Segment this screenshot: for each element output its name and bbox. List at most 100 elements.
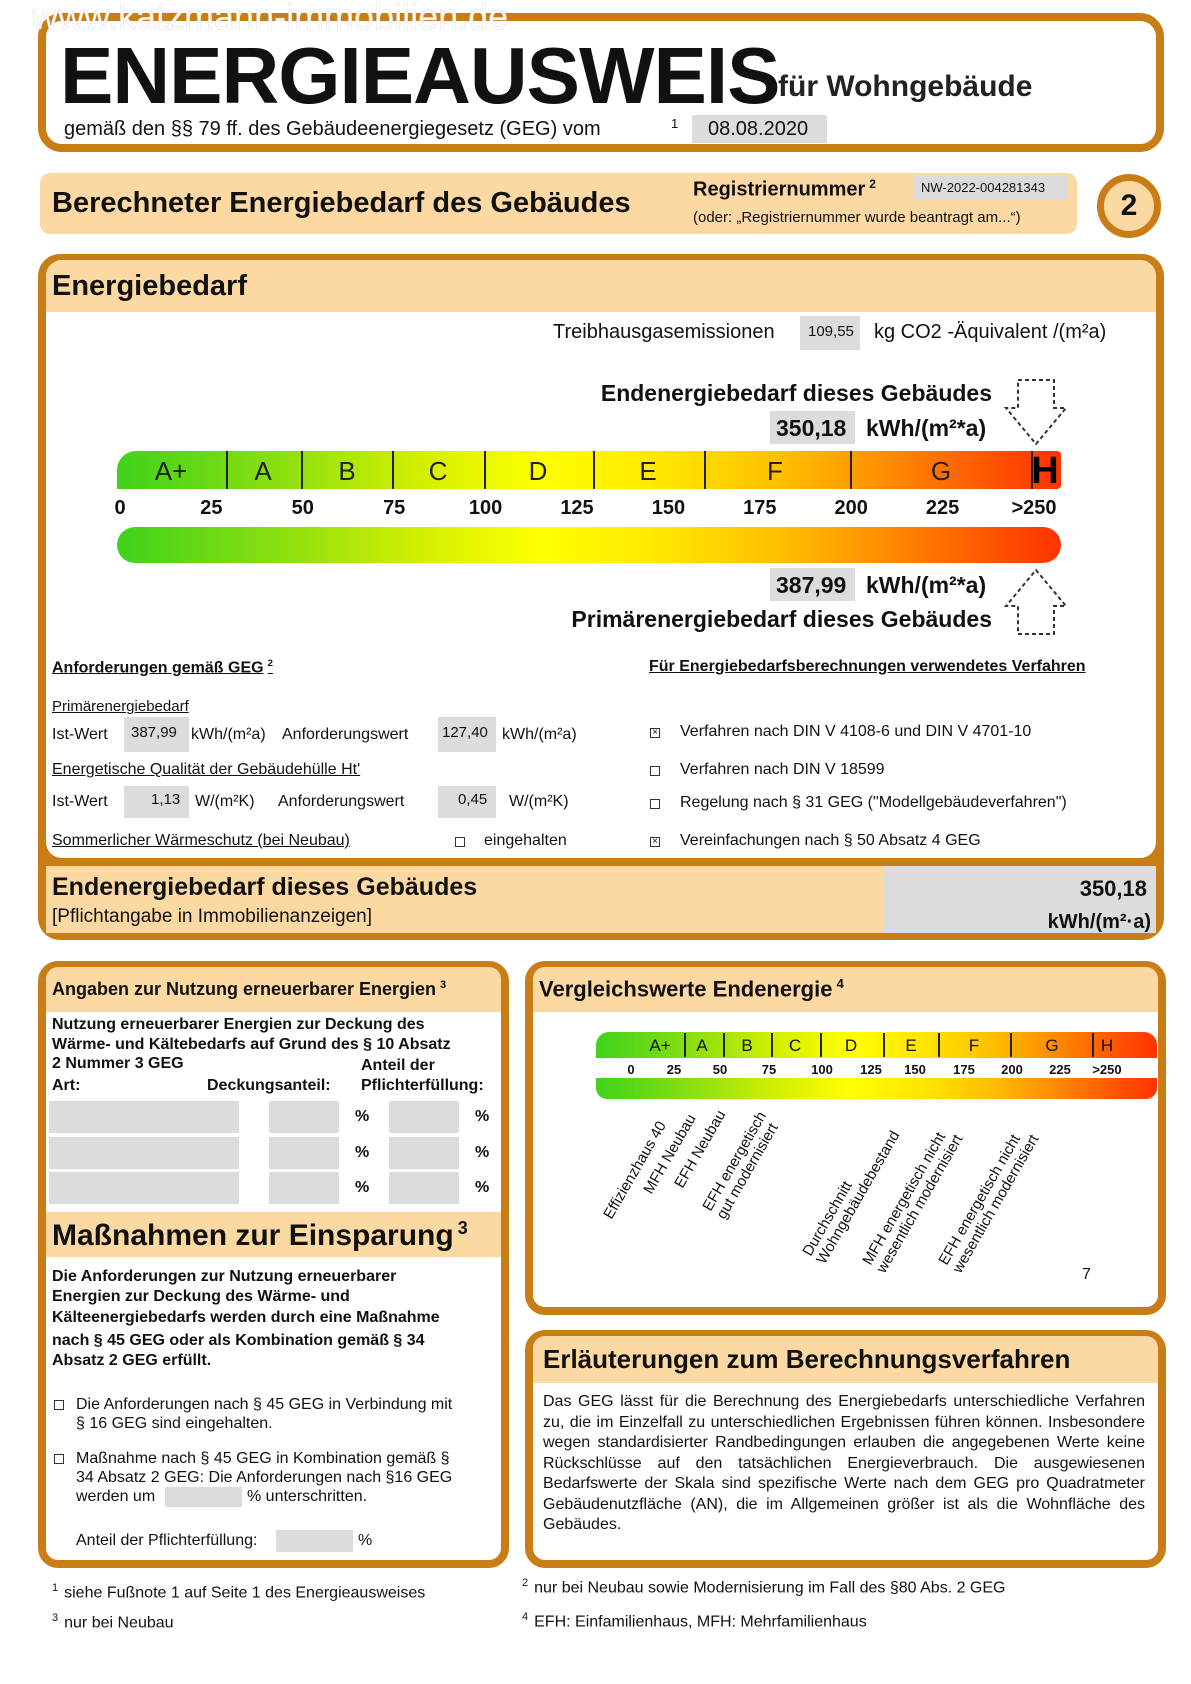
section-title: Berechneter Energiebedarf des Gebäudes bbox=[52, 187, 631, 219]
explanation-title: Erläuterungen zum Berechnungsverfahren bbox=[543, 1344, 1071, 1374]
scale-tick-label: 175 bbox=[743, 497, 777, 519]
hull-ist-field bbox=[124, 786, 189, 818]
renewable-share-field[interactable] bbox=[389, 1137, 459, 1169]
percent-sign: % bbox=[355, 1108, 370, 1125]
law-reference: gemäß den §§ 79 ff. des Gebäudeenergiege… bbox=[64, 118, 601, 140]
renewable-coverage-field[interactable] bbox=[269, 1101, 339, 1133]
measure-option-1-line-1: Die Anforderungen nach § 45 GEG in Verbi… bbox=[76, 1396, 453, 1413]
renewable-share-field[interactable] bbox=[389, 1172, 459, 1204]
summer-protection-checkbox[interactable] bbox=[455, 837, 465, 847]
shortfall-percent-field[interactable] bbox=[165, 1487, 242, 1507]
energy-title: Energiebedarf bbox=[52, 270, 247, 302]
method-label: Vereinfachungen nach § 50 Absatz 4 GEG bbox=[680, 832, 981, 849]
renewable-type-field[interactable] bbox=[49, 1101, 239, 1133]
method-checkbox[interactable]: × bbox=[650, 837, 660, 847]
hull-anf-value: 0,45 bbox=[458, 791, 488, 808]
measure-option-2-line-1: Maßnahme nach § 45 GEG in Kombination ge… bbox=[76, 1450, 450, 1467]
share-field[interactable] bbox=[276, 1530, 353, 1552]
header-frame bbox=[38, 13, 1164, 152]
measure-option-2-line-3b: % unterschritten. bbox=[247, 1488, 368, 1505]
summary-band bbox=[46, 866, 884, 933]
footnote-number: 2 bbox=[522, 1577, 529, 1589]
share-percent: % bbox=[358, 1532, 373, 1549]
scale-tick-label: 25 bbox=[200, 497, 223, 519]
measure-option-2-line-3a: werden um bbox=[76, 1488, 156, 1505]
class-label-A: A bbox=[696, 1036, 708, 1055]
hull-anf-unit: W/(m²K) bbox=[509, 793, 569, 810]
share-label: Anteil der Pflichterfüllung: bbox=[76, 1532, 258, 1549]
renewables-intro-2: Wärme- und Kältebedarfs auf Grund des § … bbox=[52, 1036, 451, 1053]
measures-intro-line: nach § 45 GEG oder als Kombination gemäß… bbox=[52, 1332, 425, 1349]
primary-energy-arrow-icon bbox=[1003, 568, 1069, 635]
registration-note: (oder: „Registriernummer wurde beantragt… bbox=[693, 209, 1021, 226]
final-energy-field bbox=[770, 411, 855, 444]
method-label: Verfahren nach DIN V 4108-6 und DIN V 47… bbox=[680, 723, 1032, 740]
footnote-text: EFH: Einfamilienhaus, MFH: Mehrfamilienh… bbox=[534, 1613, 867, 1631]
class-label-H: H bbox=[1031, 450, 1059, 492]
renewables-title: Angaben zur Nutzung erneuerbarer Energie… bbox=[52, 979, 447, 999]
law-footnote-ref: 1 bbox=[671, 116, 679, 131]
measures-intro-line: Kälteenergiebedarfs werden durch eine Ma… bbox=[52, 1309, 440, 1326]
percent-sign: % bbox=[355, 1179, 370, 1196]
footnote: 4 EFH: Einfamilienhaus, MFH: Mehrfamilien… bbox=[522, 1611, 867, 1631]
document-title: ENERGIEAUSWEIS bbox=[60, 31, 780, 120]
hull-title: Energetische Qualität der Gebäudehülle H… bbox=[52, 761, 361, 778]
col-anteil-1: Anteil der bbox=[361, 1057, 435, 1074]
renewable-coverage-field[interactable] bbox=[269, 1137, 339, 1169]
primary-energy-label: Primärenergiebedarf dieses Gebäudes bbox=[571, 606, 992, 632]
method-checkbox[interactable] bbox=[650, 799, 660, 809]
class-label-G: G bbox=[1045, 1036, 1059, 1055]
class-divider bbox=[301, 451, 303, 489]
footnote: 3 nur bei Neubau bbox=[52, 1612, 174, 1632]
registration-number: NW-2022-004281343 bbox=[921, 180, 1046, 195]
method-checkbox[interactable]: × bbox=[650, 728, 660, 738]
class-divider bbox=[1010, 1033, 1012, 1057]
percent-sign: % bbox=[475, 1144, 490, 1161]
class-divider bbox=[392, 451, 394, 489]
method-title: Für Energiebedarfsberechnungen verwendet… bbox=[649, 658, 1086, 675]
renewable-type-field[interactable] bbox=[49, 1172, 239, 1204]
scale-tick-label: 25 bbox=[666, 1062, 682, 1077]
scale-tick-label: 50 bbox=[291, 497, 314, 519]
col-deckung: Deckungsanteil: bbox=[207, 1077, 331, 1094]
final-energy-unit: kWh/(m²*a) bbox=[866, 415, 987, 441]
measure-option-1-checkbox[interactable] bbox=[54, 1400, 64, 1410]
scale-tick-label: 125 bbox=[860, 1062, 882, 1077]
class-label-H: H bbox=[1100, 1036, 1114, 1055]
scale-tick-label: 100 bbox=[468, 497, 503, 519]
ghg-field bbox=[800, 316, 860, 350]
footnote-text: nur bei Neubau sowie Modernisierung im F… bbox=[534, 1579, 1006, 1597]
footnote-text: nur bei Neubau bbox=[64, 1614, 174, 1632]
measures-header bbox=[46, 1212, 501, 1257]
method-checkbox[interactable] bbox=[650, 766, 660, 776]
method-label: Regelung nach § 31 GEG ("Modellgebäudeve… bbox=[680, 794, 1067, 811]
class-divider bbox=[704, 451, 706, 489]
renewable-share-field[interactable] bbox=[389, 1101, 459, 1133]
final-energy-arrow-icon bbox=[1003, 379, 1069, 446]
registration-number-field bbox=[913, 175, 1068, 200]
renewable-type-field[interactable] bbox=[49, 1137, 239, 1169]
scale-tick-label: 200 bbox=[1001, 1062, 1023, 1077]
class-label-A+: A+ bbox=[154, 456, 188, 486]
class-label-C: C bbox=[428, 456, 448, 486]
scale-tick-label: 75 bbox=[383, 497, 406, 519]
watermark: www.katzmann-immobilien.de bbox=[32, 0, 509, 37]
hull-anf-label: Anforderungswert bbox=[278, 793, 405, 810]
explanation-text: Das GEG lässt für die Berechnung des Ene… bbox=[543, 1393, 1145, 1533]
renewables-intro-3: 2 Nummer 3 GEG bbox=[52, 1055, 184, 1072]
comparison-bottom-bar bbox=[596, 1078, 1157, 1099]
comparison-frame bbox=[525, 961, 1166, 1315]
hull-ist-unit: W/(m²K) bbox=[195, 793, 255, 810]
summary-unit: kWh/(m²·a) bbox=[1047, 911, 1151, 933]
hull-ist-label: Ist-Wert bbox=[52, 793, 108, 810]
measure-option-2-checkbox[interactable] bbox=[54, 1454, 64, 1464]
page-number-badge: 2 bbox=[1097, 174, 1161, 238]
class-scale-bar bbox=[117, 451, 1061, 489]
ghg-value: 109,55 bbox=[808, 323, 854, 340]
method-label: Verfahren nach DIN V 18599 bbox=[680, 761, 885, 778]
class-divider bbox=[938, 1033, 940, 1057]
scale-tick-label: 200 bbox=[834, 497, 868, 519]
comparison-header bbox=[533, 967, 1158, 1012]
renewable-coverage-field[interactable] bbox=[269, 1172, 339, 1204]
footnote-number: 1 bbox=[52, 1582, 59, 1594]
